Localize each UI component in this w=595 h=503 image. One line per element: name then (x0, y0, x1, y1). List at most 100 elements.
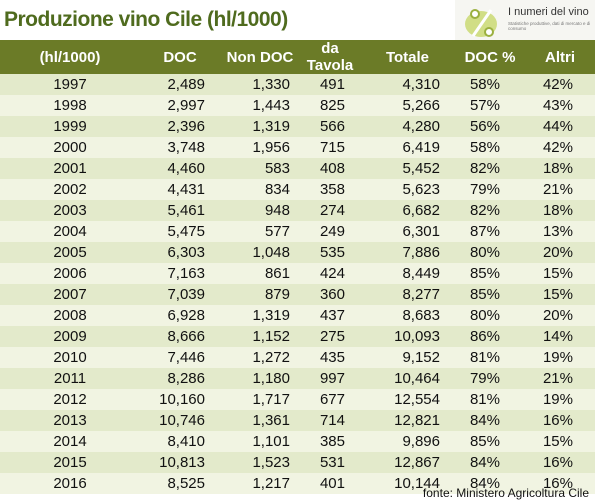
title: Produzione vino Cile (hl/1000) (4, 8, 288, 31)
value-cell: 82% (455, 200, 525, 221)
year-cell: 2004 (0, 221, 140, 242)
column-header: DOC (140, 40, 220, 74)
year-cell: 2002 (0, 179, 140, 200)
logo (455, 0, 595, 40)
value-cell: 5,623 (360, 179, 455, 200)
value-cell: 1,361 (220, 410, 300, 431)
value-cell: 5,452 (360, 158, 455, 179)
table-row: 2007 7,039 879 360 8,277 85% 15% (0, 284, 595, 305)
column-header: (hl/1000) (0, 40, 140, 74)
value-cell: 43% (525, 95, 595, 116)
value-cell: 87% (455, 221, 525, 242)
year-cell: 1997 (0, 74, 140, 95)
value-cell: 5,461 (140, 200, 220, 221)
value-cell: 535 (300, 242, 360, 263)
value-cell: 8,286 (140, 368, 220, 389)
value-cell: 7,163 (140, 263, 220, 284)
value-cell: 10,746 (140, 410, 220, 431)
value-cell: 12,867 (360, 452, 455, 473)
year-cell: 2016 (0, 473, 140, 494)
year-cell: 2001 (0, 158, 140, 179)
value-cell: 8,410 (140, 431, 220, 452)
value-cell: 1,272 (220, 347, 300, 368)
year-cell: 2003 (0, 200, 140, 221)
value-cell: 583 (220, 158, 300, 179)
value-cell: 15% (525, 284, 595, 305)
value-cell: 834 (220, 179, 300, 200)
table-row: 2014 8,410 1,101 385 9,896 85% 15% (0, 431, 595, 452)
table-row: 2011 8,286 1,180 997 10,464 79% 21% (0, 368, 595, 389)
value-cell: 401 (300, 473, 360, 494)
year-cell: 2006 (0, 263, 140, 284)
year-cell: 2008 (0, 305, 140, 326)
value-cell: 1,717 (220, 389, 300, 410)
value-cell: 437 (300, 305, 360, 326)
table-row: 2004 5,475 577 249 6,301 87% 13% (0, 221, 595, 242)
value-cell: 275 (300, 326, 360, 347)
value-cell: 1,319 (220, 116, 300, 137)
value-cell: 491 (300, 74, 360, 95)
value-cell: 81% (455, 347, 525, 368)
value-cell: 5,266 (360, 95, 455, 116)
table-row: 2000 3,748 1,956 715 6,419 58% 42% (0, 137, 595, 158)
value-cell: 997 (300, 368, 360, 389)
value-cell: 1,217 (220, 473, 300, 494)
year-cell: 2014 (0, 431, 140, 452)
value-cell: 879 (220, 284, 300, 305)
value-cell: 84% (455, 473, 525, 494)
value-cell: 10,813 (140, 452, 220, 473)
logo-percent-dot (470, 9, 480, 19)
value-cell: 80% (455, 305, 525, 326)
logo-percent-slash (471, 9, 493, 37)
table-row: 2008 6,928 1,319 437 8,683 80% 20% (0, 305, 595, 326)
table-row: 2009 8,666 1,152 275 10,093 86% 14% (0, 326, 595, 347)
value-cell: 1,101 (220, 431, 300, 452)
value-cell: 12,821 (360, 410, 455, 431)
value-cell: 15% (525, 263, 595, 284)
value-cell: 715 (300, 137, 360, 158)
value-cell: 84% (455, 452, 525, 473)
column-header: Altri (525, 40, 595, 74)
value-cell: 1,152 (220, 326, 300, 347)
value-cell: 58% (455, 137, 525, 158)
table-row: 1998 2,997 1,443 825 5,266 57% 43% (0, 95, 595, 116)
value-cell: 16% (525, 452, 595, 473)
value-cell: 1,319 (220, 305, 300, 326)
year-cell: 2000 (0, 137, 140, 158)
value-cell: 1,443 (220, 95, 300, 116)
table-row: 1997 2,489 1,330 491 4,310 58% 42% (0, 74, 595, 95)
value-cell: 10,093 (360, 326, 455, 347)
table-body: 1997 2,489 1,330 491 4,310 58% 42% 1998 2,997 1,4… (0, 74, 595, 494)
value-cell: 360 (300, 284, 360, 305)
year-cell: 2013 (0, 410, 140, 431)
value-cell: 9,896 (360, 431, 455, 452)
value-cell: 42% (525, 74, 595, 95)
value-cell: 8,683 (360, 305, 455, 326)
year-cell: 2012 (0, 389, 140, 410)
table-row: 1999 2,396 1,319 566 4,280 56% 44% (0, 116, 595, 137)
value-cell: 861 (220, 263, 300, 284)
value-cell: 86% (455, 326, 525, 347)
value-cell: 19% (525, 347, 595, 368)
year-cell: 2005 (0, 242, 140, 263)
value-cell: 9,152 (360, 347, 455, 368)
value-cell: 825 (300, 95, 360, 116)
value-cell: 6,419 (360, 137, 455, 158)
value-cell: 42% (525, 137, 595, 158)
value-cell: 7,446 (140, 347, 220, 368)
value-cell: 4,460 (140, 158, 220, 179)
value-cell: 6,301 (360, 221, 455, 242)
value-cell: 16% (525, 473, 595, 494)
source-note: fonte: Ministero Agricoltura Cile (422, 486, 589, 500)
table-row: 2006 7,163 861 424 8,449 85% 15% (0, 263, 595, 284)
column-header: DOC % (455, 40, 525, 74)
logo-title: I numeri del vino (508, 6, 589, 18)
year-cell: 1999 (0, 116, 140, 137)
value-cell: 84% (455, 410, 525, 431)
value-cell: 577 (220, 221, 300, 242)
value-cell: 79% (455, 179, 525, 200)
value-cell: 677 (300, 389, 360, 410)
value-cell: 15% (525, 431, 595, 452)
data-table: (hl/1000) DOC Non DOC da Tavola Totale DOC % A… (0, 40, 595, 494)
value-cell: 21% (525, 368, 595, 389)
